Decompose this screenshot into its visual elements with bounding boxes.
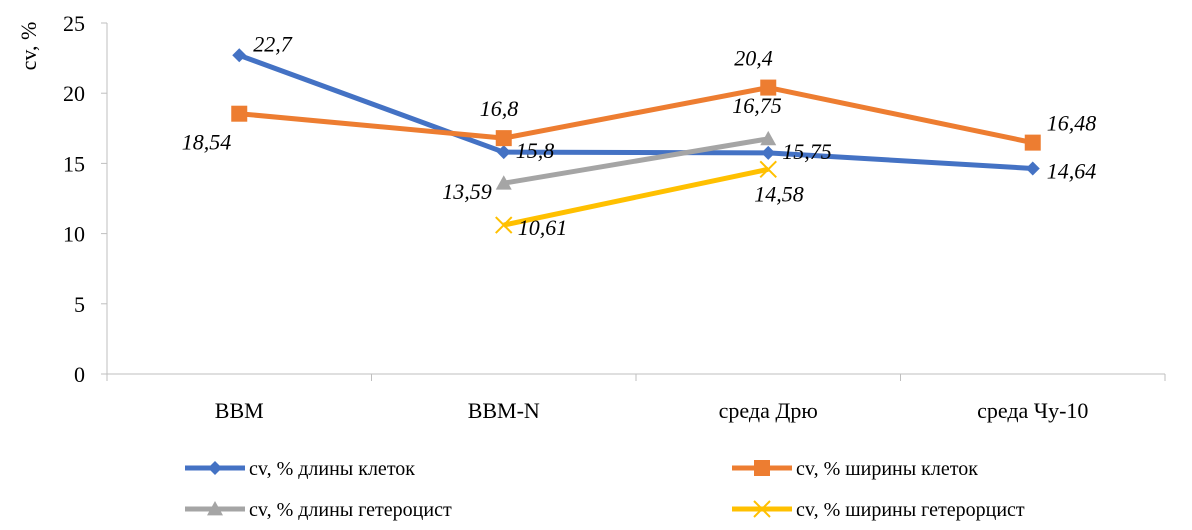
data-labels: 22,7 15,8 15,75 14,64 18,54 16,8 20,4 16,48 13,5… — [182, 31, 1097, 240]
legend-item: cv, % ширины клеток — [732, 458, 978, 480]
y-tick-label: 25 — [63, 11, 85, 36]
x-axis-ticks: BBM BBM-N среда Дрю среда Чу-10 — [215, 398, 1089, 423]
data-label: 16,8 — [480, 96, 519, 121]
data-point — [231, 105, 248, 122]
data-point — [495, 216, 513, 234]
series-1 — [232, 48, 1040, 176]
x-tick-label: BBM — [215, 398, 264, 423]
legend-item: cv, % ширины гетерорцист — [732, 499, 1025, 521]
series-line — [503, 166, 769, 228]
x-tick-label: среда Чу-10 — [977, 398, 1088, 423]
legend-item: cv, % длины клеток — [185, 458, 415, 480]
legend: cv, % длины клеток cv, % ширины клеток cv,… — [185, 458, 1025, 521]
legend-label: cv, % ширины клеток — [796, 458, 978, 480]
legend-marker — [208, 461, 222, 475]
y-axis-ticks: 0 5 10 15 20 25 — [63, 11, 85, 387]
series-line — [238, 52, 1033, 171]
data-label: 14,58 — [754, 181, 804, 206]
data-point — [495, 130, 512, 147]
data-label: 16,48 — [1047, 111, 1097, 136]
y-tick-label: 0 — [74, 362, 85, 387]
y-tick-label: 20 — [63, 81, 85, 106]
data-point — [761, 145, 776, 160]
data-label: 15,75 — [782, 139, 832, 164]
data-point — [759, 160, 777, 179]
data-label: 18,54 — [182, 130, 232, 155]
series-line — [239, 85, 1034, 146]
axes — [101, 22, 1166, 381]
data-point — [760, 79, 777, 96]
data-point — [232, 48, 247, 63]
data-label: 22,7 — [253, 31, 293, 56]
series-lines — [231, 48, 1041, 234]
legend-marker — [754, 460, 770, 476]
series-2 — [231, 79, 1041, 151]
legend-label: cv, % ширины гетерорцист — [796, 499, 1025, 521]
series-3 — [495, 130, 777, 190]
legend-label: cv, % длины гетероцист — [249, 499, 452, 521]
data-label: 20,4 — [734, 46, 773, 71]
y-tick-label: 5 — [74, 292, 85, 317]
legend-marker — [753, 500, 771, 518]
data-point — [496, 145, 511, 160]
data-point — [1024, 134, 1041, 151]
data-point — [495, 175, 512, 190]
legend-label: cv, % длины клеток — [249, 458, 415, 480]
legend-marker — [207, 501, 223, 516]
x-tick-label: среда Дрю — [719, 398, 818, 423]
legend-item: cv, % длины гетероцист — [185, 499, 452, 521]
series-4 — [495, 160, 777, 234]
y-tick-label: 15 — [63, 151, 85, 176]
data-label: 14,64 — [1047, 158, 1097, 183]
data-label: 16,75 — [732, 93, 782, 118]
y-tick-label: 10 — [63, 222, 85, 247]
data-point — [1025, 161, 1040, 176]
data-label: 13,59 — [442, 179, 492, 204]
data-label: 10,61 — [518, 215, 568, 240]
x-tick-label: BBM-N — [468, 398, 540, 423]
data-label: 15,8 — [516, 138, 555, 163]
y-axis-label: cv, % — [16, 22, 41, 71]
series-line — [503, 136, 769, 186]
data-point — [760, 130, 777, 146]
